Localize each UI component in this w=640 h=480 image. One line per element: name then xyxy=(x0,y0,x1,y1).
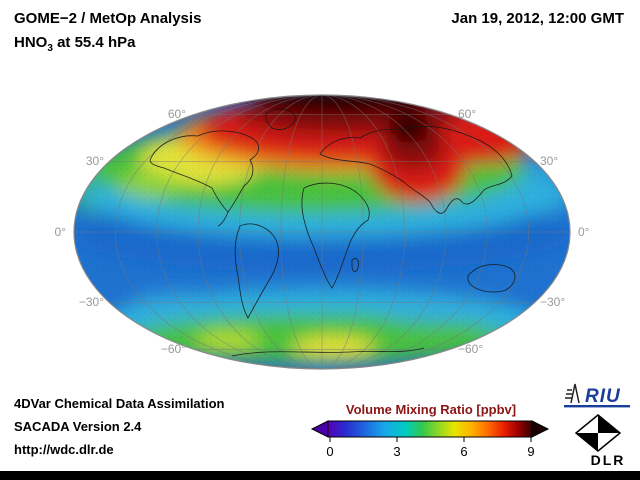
colorbar-left-arrow xyxy=(310,420,329,438)
bottom-black-bar xyxy=(0,471,640,480)
lat-label: −30° xyxy=(79,295,104,309)
dlr-logo-text: DLR xyxy=(591,452,626,468)
footer-url: http://wdc.dlr.de xyxy=(14,442,114,457)
lat-label: 0° xyxy=(578,225,590,239)
lat-label: 60° xyxy=(168,107,186,121)
lat-label: 60° xyxy=(458,107,476,121)
subtitle-level: at 55.4 hPa xyxy=(52,34,136,51)
riu-logo: RIU xyxy=(564,383,630,408)
colorbar-tick-labels: 0 3 6 9 xyxy=(326,444,534,459)
tick-label: 3 xyxy=(393,444,400,459)
colorbar: Volume Mixing Ratio [ppbv] 0 3 6 9 xyxy=(310,402,550,459)
latitude-labels: 60° 30° 0° −30° −60° 60° 30° 0° −30° −60… xyxy=(55,107,590,356)
timestamp: Jan 19, 2012, 12:00 GMT xyxy=(451,10,624,27)
lat-label: −30° xyxy=(540,295,565,309)
globe-outline xyxy=(73,94,571,370)
subtitle-subscript: 3 xyxy=(47,43,53,54)
tick-label: 0 xyxy=(326,444,333,459)
riu-antenna-icon xyxy=(565,383,580,404)
tick-label: 9 xyxy=(527,444,534,459)
dlr-emblem-icon xyxy=(574,414,622,452)
page-title: GOME−2 / MetOp Analysis xyxy=(14,10,202,27)
continent-outlines xyxy=(149,108,516,357)
riu-underline xyxy=(564,405,630,408)
colorbar-title: Volume Mixing Ratio [ppbv] xyxy=(346,402,516,417)
footer-assimilation: 4DVar Chemical Data Assimilation xyxy=(14,396,225,411)
lat-label: 30° xyxy=(86,154,104,168)
lat-label: −60° xyxy=(458,342,483,356)
lat-label: 0° xyxy=(55,225,67,239)
world-map: 60° 30° 0° −30° −60° 60° 30° 0° −30° −60… xyxy=(55,94,590,370)
colorbar-gradient-bar xyxy=(327,420,533,438)
page-subtitle: HNO3 at 55.4 hPa xyxy=(14,34,135,54)
subtitle-species: HNO xyxy=(14,34,48,51)
footer-version: SACADA Version 2.4 xyxy=(14,419,142,434)
tick-label: 6 xyxy=(460,444,467,459)
lat-label: −60° xyxy=(161,342,186,356)
colorbar-right-arrow xyxy=(531,420,550,438)
lat-label: 30° xyxy=(540,154,558,168)
colorbar-ticks xyxy=(329,437,532,442)
riu-logo-text: RIU xyxy=(585,386,621,407)
dlr-logo: DLR xyxy=(574,414,626,468)
